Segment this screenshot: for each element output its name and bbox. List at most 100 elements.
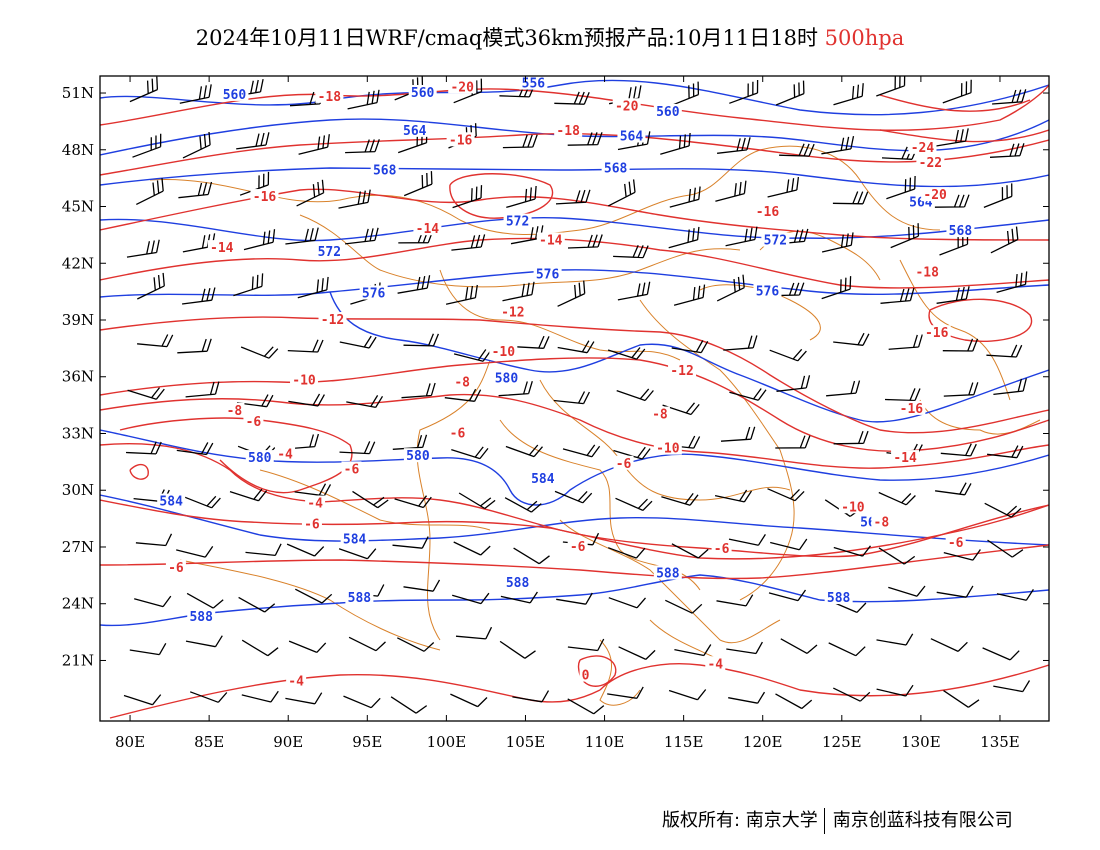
- wind-barb: [178, 181, 213, 199]
- height-label: 584: [157, 493, 186, 510]
- lat-label: 33N: [62, 424, 94, 442]
- copyright-separator: [823, 808, 825, 834]
- temp-label: -14: [891, 450, 920, 466]
- wind-barb: [608, 179, 636, 207]
- wind-barb: [936, 585, 974, 598]
- svg-text:-20: -20: [450, 80, 474, 95]
- wind-barb: [726, 641, 763, 655]
- height-label: 572: [761, 232, 790, 249]
- height-label: 556: [519, 76, 548, 92]
- svg-text:-6: -6: [714, 542, 730, 557]
- wind-barb: [888, 334, 923, 350]
- svg-text:588: 588: [506, 576, 530, 591]
- lon-label: 100E: [427, 733, 467, 751]
- temp-label: -18: [554, 122, 583, 139]
- svg-text:576: 576: [362, 287, 386, 302]
- wind-barb: [288, 393, 325, 407]
- wind-barb: [821, 135, 855, 155]
- temp-label: -6: [341, 461, 362, 477]
- wind-barb: [240, 346, 279, 359]
- svg-text:-6: -6: [616, 457, 632, 472]
- wind-barb: [668, 689, 707, 701]
- wind-barb: [394, 495, 432, 509]
- svg-text:584: 584: [159, 495, 183, 510]
- temp-label: -6: [243, 414, 264, 430]
- lon-label: 125E: [822, 733, 862, 751]
- wind-barb: [236, 132, 270, 150]
- wind-barb: [129, 642, 167, 656]
- wind-barb: [513, 335, 550, 349]
- wind-barb: [780, 638, 818, 654]
- temp-label: -8: [649, 406, 670, 423]
- wind-barb: [833, 83, 864, 106]
- svg-text:-16: -16: [449, 133, 473, 148]
- temp-label: -12: [498, 304, 527, 320]
- wind-barb: [245, 543, 282, 557]
- wind-barb: [499, 84, 535, 98]
- wind-barb: [728, 534, 766, 546]
- wind-barb: [716, 274, 745, 302]
- temp-label: -14: [207, 240, 236, 256]
- svg-text:576: 576: [756, 285, 780, 300]
- wind-barb: [729, 388, 767, 401]
- temp-label: -8: [452, 374, 473, 390]
- lat-label: 27N: [62, 538, 94, 556]
- wind-barb: [876, 633, 914, 646]
- svg-text:-8: -8: [227, 404, 243, 419]
- wind-barb: [297, 276, 329, 299]
- svg-text:564: 564: [620, 130, 644, 145]
- temp-label: -12: [318, 312, 347, 328]
- wind-barb: [567, 698, 605, 715]
- wind-barb: [182, 287, 216, 305]
- svg-text:-16: -16: [900, 402, 924, 417]
- lon-label: 115E: [664, 733, 704, 751]
- chart-title: 2024年10月11日WRF/cmaq模式36km预报产品:10月11日18时 …: [0, 22, 1100, 52]
- wind-barb: [725, 226, 758, 247]
- height-label: 584: [340, 531, 369, 547]
- wind-barb: [833, 687, 871, 702]
- wind-barb: [126, 239, 160, 258]
- wind-barb: [618, 646, 656, 660]
- wind-barb: [987, 445, 1024, 459]
- wind-barb: [608, 597, 646, 609]
- wind-barb: [394, 76, 424, 101]
- wind-barb: [554, 490, 593, 504]
- wind-barb: [567, 132, 603, 146]
- wind-barb: [767, 177, 800, 198]
- temp-label: -6: [613, 455, 634, 472]
- wind-barb: [665, 599, 703, 614]
- wind-barb: [179, 84, 212, 104]
- height-label: 568: [946, 223, 975, 239]
- svg-text:-8: -8: [874, 515, 890, 530]
- temp-label: -16: [897, 400, 926, 417]
- svg-text:560: 560: [411, 86, 435, 101]
- wind-barb: [884, 388, 921, 402]
- height-label: 576: [533, 266, 562, 283]
- wind-barb: [506, 185, 537, 209]
- svg-text:-10: -10: [656, 442, 680, 457]
- wind-barb: [398, 230, 434, 244]
- wind-barb: [392, 536, 429, 549]
- wind-barb: [453, 78, 483, 104]
- wind-barb: [129, 76, 159, 103]
- lat-label: 48N: [62, 141, 94, 159]
- wind-barb: [993, 378, 1027, 396]
- wind-barb: [890, 223, 920, 249]
- wind-barb: [833, 332, 870, 346]
- lon-label: 90E: [273, 733, 303, 751]
- wind-barb: [770, 538, 808, 551]
- wind-barb: [616, 388, 654, 402]
- svg-text:-14: -14: [893, 451, 917, 466]
- svg-text:-6: -6: [450, 426, 466, 441]
- wind-barb: [728, 691, 766, 704]
- wind-barb: [996, 271, 1028, 294]
- lon-label: 135E: [980, 733, 1020, 751]
- svg-text:-18: -18: [915, 266, 939, 281]
- wind-barb: [775, 80, 805, 106]
- temp-label: -6: [447, 425, 468, 441]
- svg-text:0: 0: [582, 669, 590, 684]
- wind-barb: [347, 89, 380, 110]
- svg-text:-6: -6: [246, 415, 262, 430]
- title-main: 2024年10月11日WRF/cmaq模式36km预报产品:10月11日18时: [195, 26, 818, 50]
